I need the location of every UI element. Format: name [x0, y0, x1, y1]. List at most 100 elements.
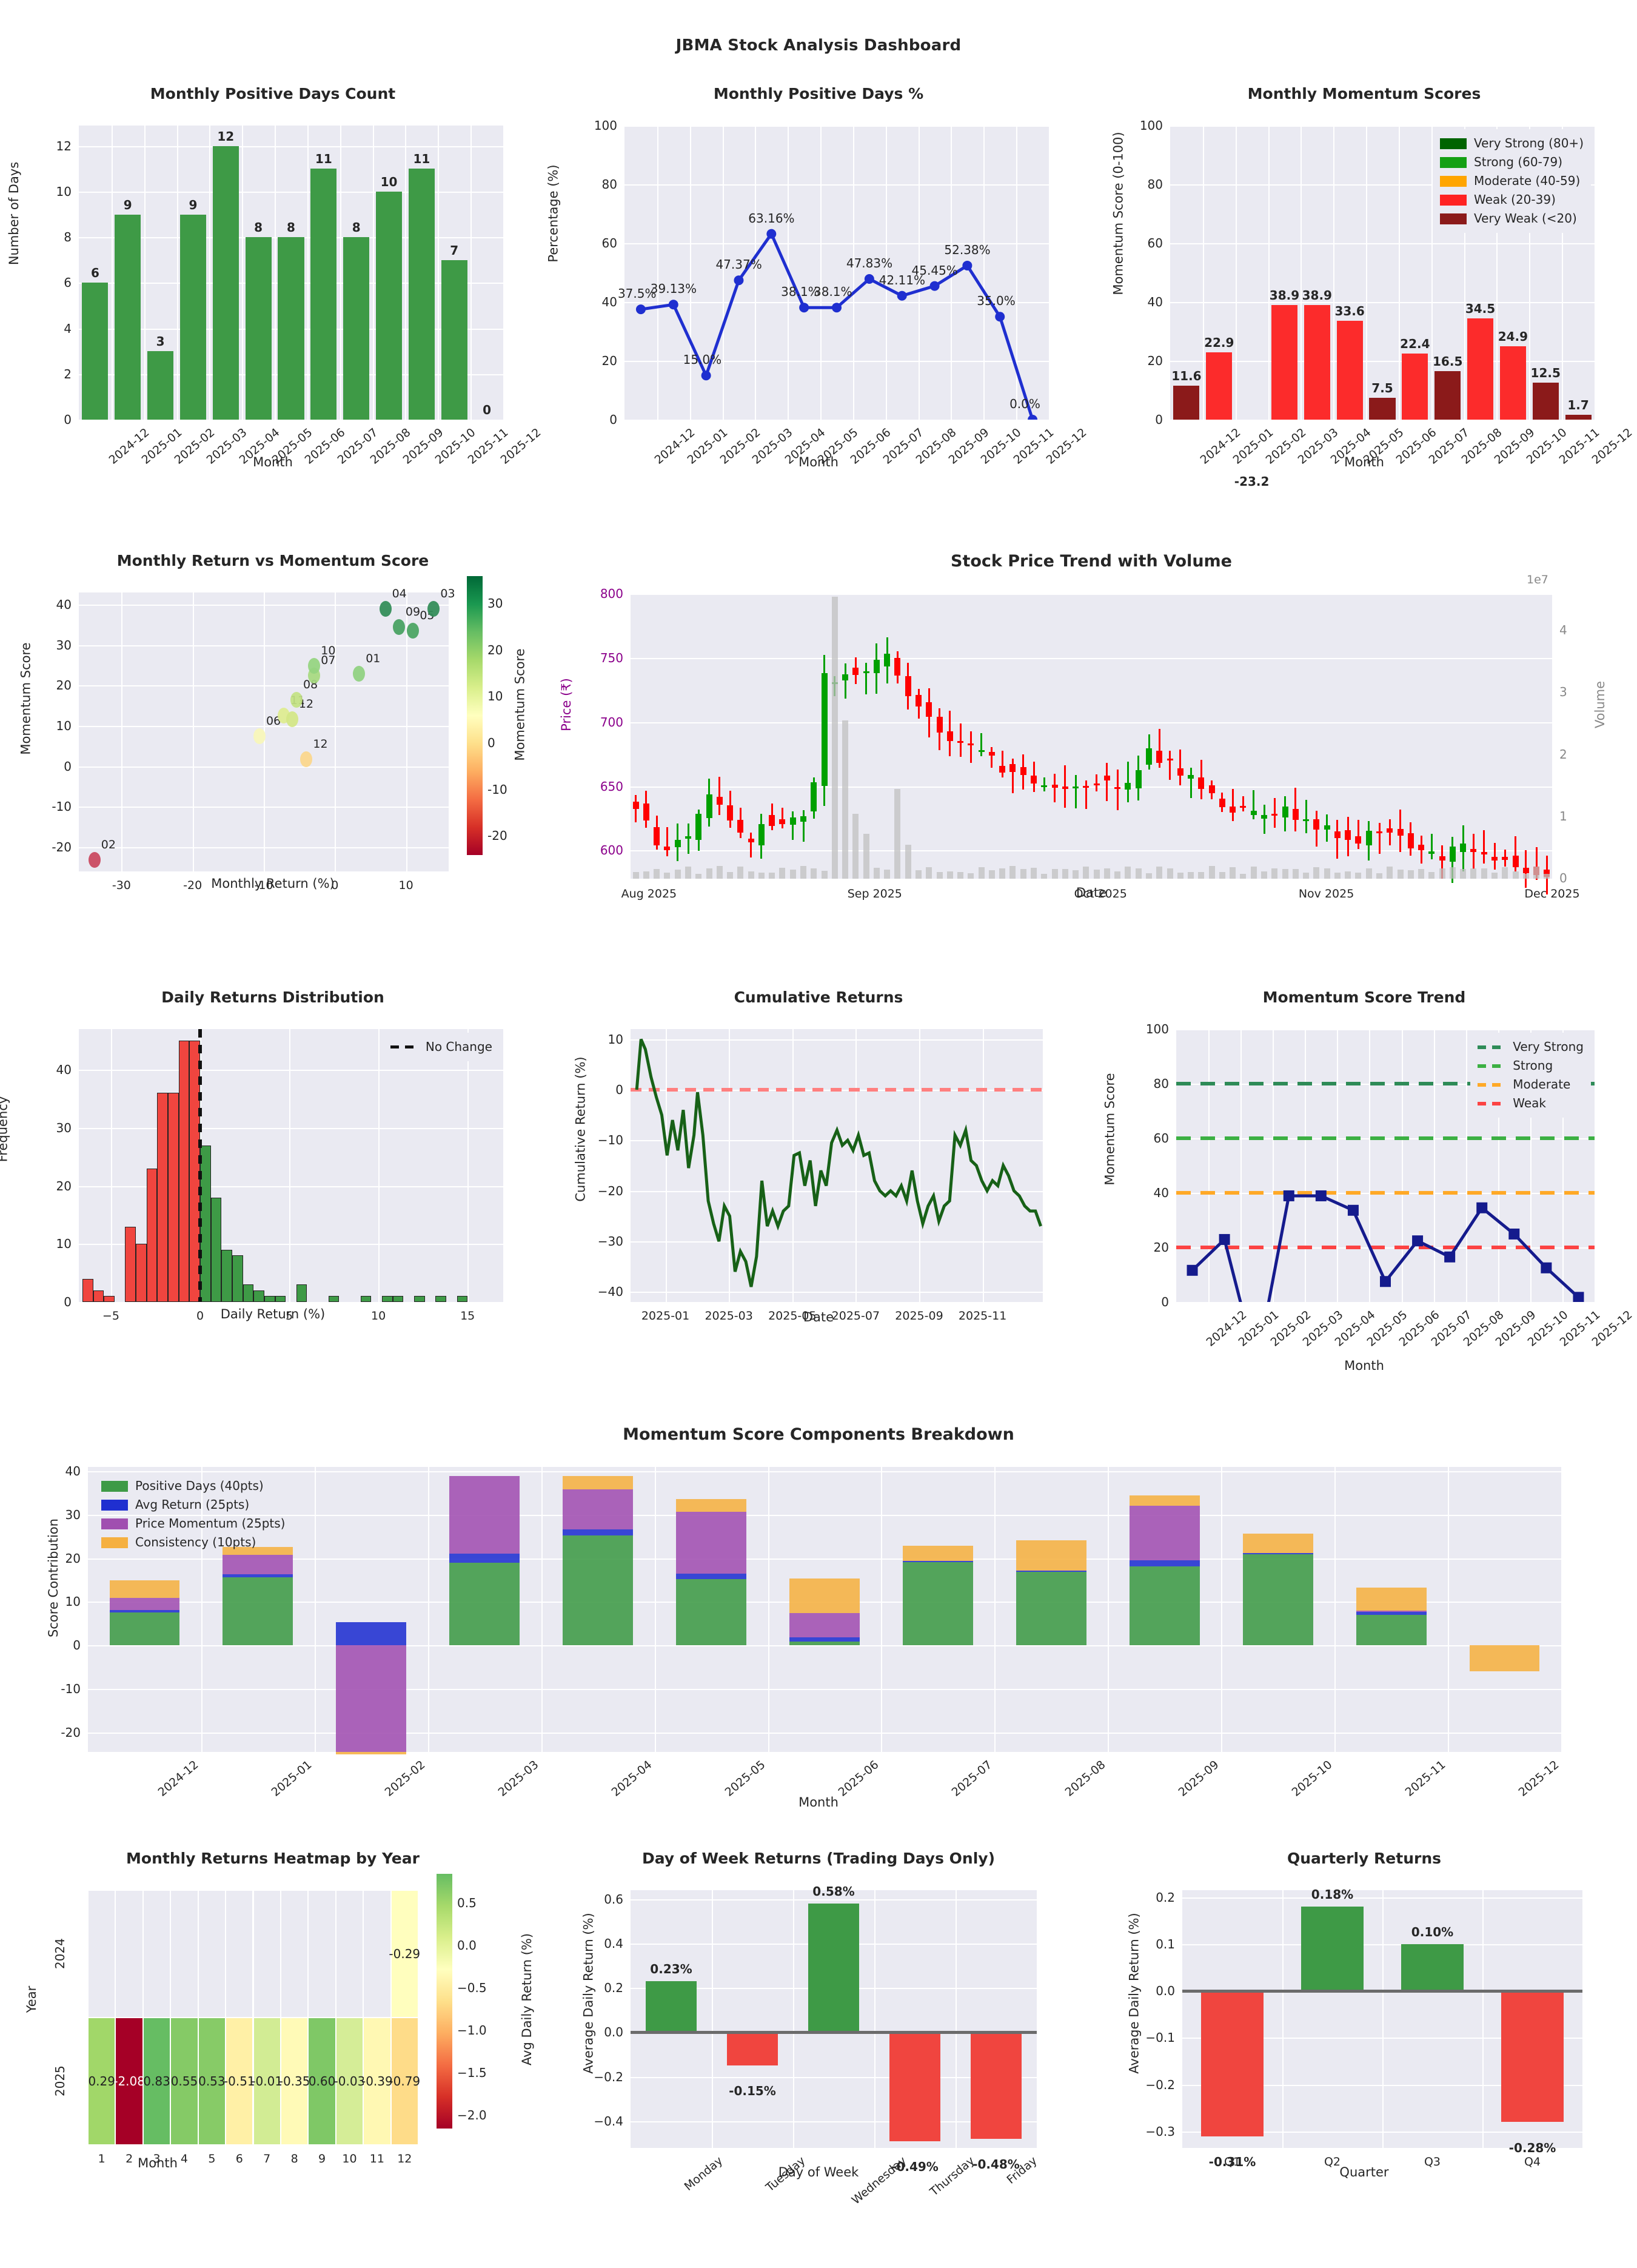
candle-body[interactable]: [1051, 784, 1058, 788]
stack-segment-2024-12[interactable]: [109, 1597, 180, 1611]
candle-body[interactable]: [968, 743, 974, 746]
heatmap-cell[interactable]: [171, 1891, 198, 2017]
stack-segment-2025-06[interactable]: [789, 1641, 860, 1646]
bar-Thursday[interactable]: [889, 2032, 940, 2141]
histogram-bar[interactable]: [210, 1197, 222, 1302]
bar-2024-12[interactable]: [82, 283, 109, 420]
bar-Q4[interactable]: [1501, 1991, 1564, 2122]
candle-body[interactable]: [769, 814, 775, 826]
candle-body[interactable]: [1009, 764, 1016, 773]
candle-body[interactable]: [1491, 857, 1498, 861]
stack-segment-2025-04[interactable]: [563, 1476, 634, 1489]
candle-body[interactable]: [1219, 799, 1225, 808]
candle-body[interactable]: [936, 716, 943, 733]
bar-2025-06[interactable]: [278, 237, 304, 420]
bar-Q3[interactable]: [1401, 1944, 1464, 1991]
scatter-point-09[interactable]: [392, 619, 405, 635]
stack-segment-2025-08[interactable]: [1016, 1572, 1086, 1646]
scatter-point-12[interactable]: [286, 711, 298, 728]
scatter-point-08[interactable]: [290, 691, 303, 708]
histogram-bar[interactable]: [82, 1278, 93, 1302]
bar-Q1[interactable]: [1201, 1991, 1264, 2136]
candle-body[interactable]: [1030, 775, 1037, 783]
histogram-bar[interactable]: [157, 1093, 169, 1302]
stack-segment-2025-11[interactable]: [1356, 1610, 1427, 1612]
heatmap-cell[interactable]: -2.08: [113, 2018, 145, 2144]
stack-segment-2025-01[interactable]: [223, 1554, 293, 1574]
candle-body[interactable]: [1428, 851, 1435, 854]
candle-body[interactable]: [716, 797, 723, 805]
candle-body[interactable]: [1439, 856, 1445, 861]
histogram-bar[interactable]: [243, 1284, 254, 1302]
candle-body[interactable]: [1407, 833, 1414, 848]
candle-body[interactable]: [1324, 825, 1330, 830]
heatmap-cell[interactable]: 0.55: [171, 2018, 198, 2144]
heatmap-cell[interactable]: -0.39: [361, 2018, 393, 2144]
stack-segment-2025-04[interactable]: [563, 1535, 634, 1646]
candle-body[interactable]: [758, 824, 765, 846]
heatmap-cell[interactable]: [281, 1891, 308, 2017]
candle-body[interactable]: [811, 782, 817, 811]
bar-2025-05[interactable]: [245, 237, 272, 420]
stack-segment-2025-09[interactable]: [1129, 1506, 1200, 1560]
histogram-bar[interactable]: [178, 1041, 190, 1302]
heatmap-cell[interactable]: [226, 1891, 253, 2017]
heatmap-cell[interactable]: [336, 1891, 363, 2017]
candle-body[interactable]: [1449, 847, 1456, 862]
histogram-bar[interactable]: [168, 1093, 179, 1302]
candle-body[interactable]: [926, 702, 932, 717]
stack-segment-2025-12[interactable]: [1469, 1645, 1540, 1672]
candle-body[interactable]: [1260, 814, 1267, 819]
bar-2025-10[interactable]: [1499, 346, 1526, 420]
histogram-bar[interactable]: [413, 1296, 425, 1302]
stack-segment-2025-01[interactable]: [223, 1577, 293, 1646]
candle-body[interactable]: [779, 819, 786, 825]
bar-2024-12[interactable]: [1173, 385, 1200, 420]
heatmap-cell[interactable]: 0.29: [88, 2018, 115, 2144]
bar-Tuesday[interactable]: [727, 2032, 778, 2066]
bar-2025-03[interactable]: [179, 214, 206, 420]
candle-body[interactable]: [1250, 810, 1257, 815]
candle-body[interactable]: [946, 731, 953, 741]
scatter-point-10[interactable]: [308, 657, 321, 674]
candle-body[interactable]: [1198, 777, 1205, 790]
bar-2025-10[interactable]: [408, 169, 435, 420]
candle-body[interactable]: [727, 805, 734, 821]
heatmap-cell[interactable]: -0.03: [334, 2018, 365, 2144]
bar-Wednesday[interactable]: [808, 1903, 859, 2033]
stack-segment-2024-12[interactable]: [109, 1580, 180, 1598]
histogram-bar[interactable]: [253, 1290, 264, 1302]
heatmap-cell[interactable]: [253, 1891, 280, 2017]
candle-body[interactable]: [1512, 855, 1519, 867]
heatmap-cell[interactable]: 0.53: [198, 2018, 226, 2144]
bar-2025-11[interactable]: [1532, 383, 1559, 420]
candle-body[interactable]: [1156, 751, 1163, 763]
candle-body[interactable]: [1188, 774, 1194, 779]
histogram-bar[interactable]: [264, 1296, 275, 1302]
heatmap-cell[interactable]: 0.83: [143, 2018, 170, 2144]
stack-segment-2025-04[interactable]: [563, 1489, 634, 1529]
bar-2025-08[interactable]: [343, 237, 370, 420]
bar-2025-09[interactable]: [1467, 318, 1494, 420]
stack-segment-2025-08[interactable]: [1016, 1540, 1086, 1571]
stack-segment-2025-01[interactable]: [223, 1546, 293, 1555]
stack-segment-2025-11[interactable]: [1356, 1611, 1427, 1615]
candle-body[interactable]: [748, 839, 754, 843]
candle-body[interactable]: [1093, 783, 1100, 785]
stack-segment-2025-11[interactable]: [1356, 1587, 1427, 1611]
scatter-point-03[interactable]: [427, 601, 440, 617]
candle-body[interactable]: [1282, 806, 1288, 817]
stack-segment-2025-10[interactable]: [1242, 1534, 1313, 1554]
heatmap-cell[interactable]: -0.35: [279, 2018, 310, 2144]
bar-2025-02[interactable]: [147, 351, 174, 420]
heatmap-cell[interactable]: [364, 1891, 390, 2017]
candle-body[interactable]: [915, 695, 922, 707]
candle-body[interactable]: [894, 657, 901, 676]
bar-2025-03[interactable]: [1271, 305, 1297, 420]
candle-body[interactable]: [1376, 831, 1382, 834]
candle-body[interactable]: [1313, 819, 1320, 830]
candle-body[interactable]: [1167, 758, 1173, 760]
bar-2025-11[interactable]: [441, 260, 467, 420]
candle-body[interactable]: [978, 750, 985, 753]
stack-segment-2025-07[interactable]: [902, 1545, 973, 1562]
